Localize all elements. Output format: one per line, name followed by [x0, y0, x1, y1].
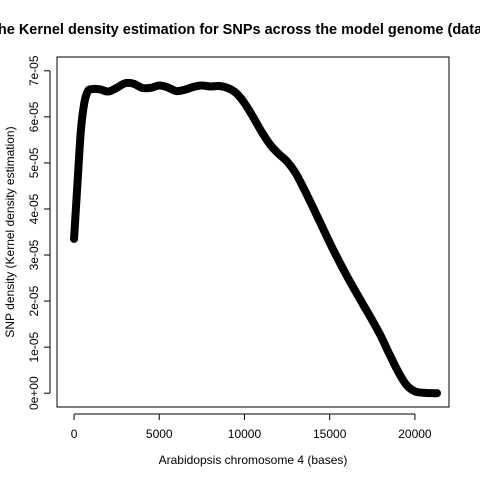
- density-series-line: [70, 78, 442, 398]
- plot-area-frame: [56, 56, 450, 408]
- x-axis: 0 5000 10000 15000 20000: [71, 413, 432, 441]
- y-axis-label: SNP density (Kernel density estimation): [3, 126, 17, 337]
- y-tick-label: 6e-05: [27, 101, 41, 132]
- x-tick-label: 20000: [398, 427, 432, 441]
- y-tick-label: 5e-05: [27, 147, 41, 178]
- chart-title: he Kernel density estimation for SNPs ac…: [0, 22, 480, 38]
- x-tick-label: 10000: [228, 427, 262, 441]
- x-axis-label: Arabidopsis chromosome 4 (bases): [159, 453, 348, 467]
- y-axis: 0e+00 1e-05 2e-05 3e-05 4e-05 5e-05 6e-05 7e-05: [27, 55, 51, 410]
- y-tick-label: 4e-05: [27, 193, 41, 224]
- y-tick-label: 3e-05: [27, 239, 41, 270]
- y-tick-label: 2e-05: [27, 285, 41, 316]
- x-tick-label: 0: [71, 427, 78, 441]
- y-tick-label: 0e+00: [27, 376, 41, 410]
- y-tick-label: 7e-05: [27, 55, 41, 86]
- x-tick-label: 15000: [313, 427, 347, 441]
- y-tick-label: 1e-05: [27, 331, 41, 362]
- x-tick-label: 5000: [146, 427, 173, 441]
